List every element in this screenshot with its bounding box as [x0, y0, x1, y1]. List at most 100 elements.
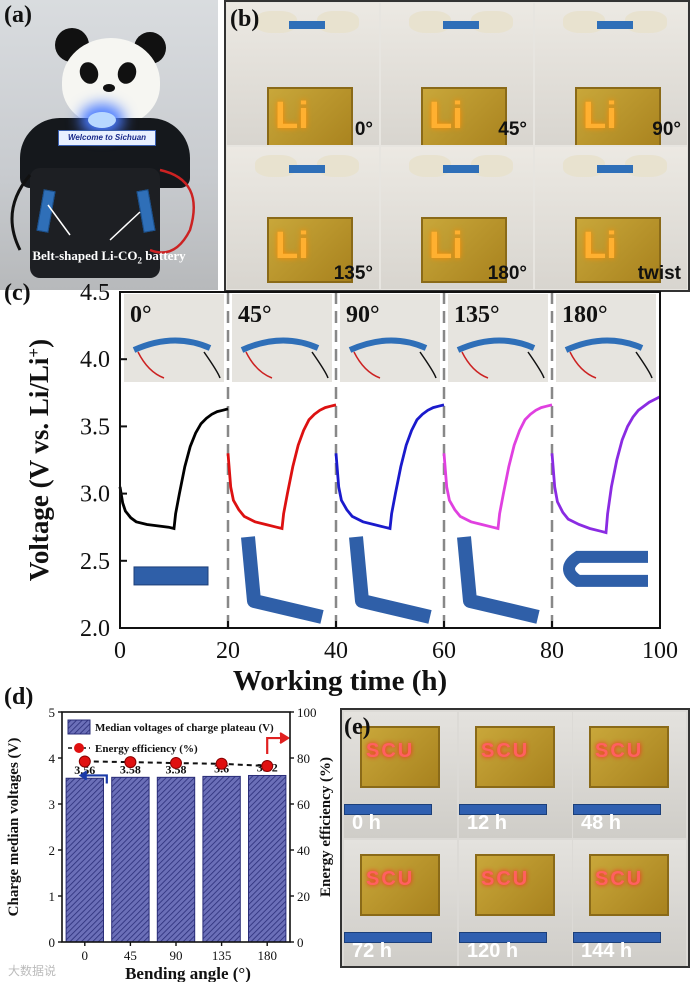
y2-tick-label: 100 — [297, 705, 317, 720]
belt-battery — [289, 165, 325, 173]
x-tick-label: 60 — [432, 638, 456, 664]
circuit-board — [421, 87, 507, 145]
voltage-series-line — [334, 403, 445, 531]
efficiency-point — [215, 757, 228, 770]
efficiency-point — [261, 760, 274, 773]
y-axis-label-tail: ) — [24, 339, 54, 348]
x-tick-label: 0 — [114, 638, 126, 664]
inset-wire — [527, 351, 545, 379]
led-scu-text: SCU — [366, 740, 415, 762]
glove-right — [317, 11, 359, 33]
y-tick-label: 2.5 — [80, 549, 110, 575]
inset-wire — [311, 351, 329, 379]
time-label: 144 h — [581, 940, 633, 962]
angle-label: 180° — [487, 263, 527, 284]
panel-e-photo: SCU 72 h — [344, 840, 457, 966]
time-label: 48 h — [581, 812, 622, 834]
glove-left — [563, 11, 605, 33]
y2-tick-label: 0 — [297, 935, 304, 950]
time-label: 0 h — [352, 812, 381, 834]
led-scu-text: SCU — [595, 740, 644, 762]
circuit-board — [267, 217, 353, 283]
panel-b-photo: Li 0° — [227, 3, 379, 145]
watermark: 大数据说 — [8, 964, 57, 978]
bar — [248, 774, 287, 943]
time-label: 72 h — [352, 940, 393, 962]
panel-e-photo: SCU 144 h — [573, 840, 686, 966]
inset-belt — [240, 337, 320, 353]
voltage-series-line — [118, 407, 229, 531]
panel-b-photo: Li 45° — [381, 3, 533, 145]
voltage-series-line — [442, 403, 553, 531]
inset-wire — [353, 351, 381, 379]
inset-wire — [461, 351, 489, 379]
led-scu-text: SCU — [595, 868, 644, 890]
y-axis-label: Voltage (V vs. Li/Li+) — [24, 339, 55, 581]
belt-battery — [344, 932, 432, 943]
y-axis-label-superscript: + — [24, 348, 43, 358]
x-tick-label: 0 — [82, 948, 89, 963]
inset-belt — [132, 337, 212, 353]
panel-e-photo: SCU 12 h — [459, 712, 572, 838]
glove-left — [255, 155, 297, 177]
y2-tick-label: 20 — [297, 889, 310, 904]
inset-angle-label: 90° — [346, 302, 380, 328]
y-tick-label: 3 — [49, 797, 56, 812]
y-tick-label: 5 — [49, 705, 56, 720]
belt-battery — [573, 804, 661, 815]
circuit-board — [475, 854, 555, 916]
x-tick-label: 80 — [540, 638, 564, 664]
x-tick-label: 45 — [124, 948, 137, 963]
bar — [156, 776, 196, 943]
glove-right — [317, 155, 359, 177]
right-axis-arrow — [266, 736, 286, 755]
belt-battery — [344, 804, 432, 815]
panel-e-photo: SCU 48 h — [573, 712, 686, 838]
time-label: 120 h — [467, 940, 519, 962]
caption-prefix: Belt-shaped Li-CO — [32, 248, 138, 263]
panel-d-label: (d) — [4, 684, 34, 710]
left-axis-arrow — [84, 774, 108, 784]
circuit-board — [267, 87, 353, 145]
bar-value-label: 3.56 — [74, 763, 95, 777]
x-tick-label: 40 — [324, 638, 348, 664]
glove-right — [471, 11, 513, 33]
y-tick-label: 3.5 — [80, 414, 110, 440]
belt-battery — [443, 21, 479, 29]
y2-tick-label: 40 — [297, 843, 310, 858]
led-li-text: Li — [429, 95, 463, 137]
panel-e-photo: SCU 0 h — [344, 712, 457, 838]
angle-label: twist — [637, 263, 681, 284]
chart-c: 0° 45° 90° 135° 180° 0 20 40 60 80 100 2.0 2.5 3.0 3.5… — [24, 280, 679, 697]
inset-angle-label: 45° — [238, 302, 272, 328]
inset-wire — [419, 351, 437, 379]
panel-b-photo: Li 90° — [535, 3, 687, 145]
panda-nose — [103, 84, 115, 92]
inset-angle-label: 0° — [130, 302, 152, 328]
led-glow — [88, 112, 116, 128]
time-label: 12 h — [467, 812, 508, 834]
circuit-board — [421, 217, 507, 283]
circuit-board — [475, 726, 555, 788]
x-tick-label: 135 — [212, 948, 232, 963]
efficiency-point — [170, 757, 182, 770]
panel-e-photo: SCU 120 h — [459, 840, 572, 966]
led-li-text: Li — [275, 95, 309, 137]
panel-a-caption: Belt-shaped Li-CO2 battery — [6, 248, 212, 266]
panel-a-photo: Welcome to Sichuan Belt-shaped Li-CO2 ba… — [0, 0, 218, 290]
circuit-board — [589, 726, 669, 788]
inset-belt — [456, 337, 536, 353]
y2-tick-label: 60 — [297, 797, 310, 812]
y-axis-label-main: Voltage (V vs. Li/Li — [24, 357, 54, 581]
panda-lower-body — [30, 168, 160, 278]
y-tick-label: 3.0 — [80, 482, 110, 508]
welcome-banner: Welcome to Sichuan — [58, 130, 156, 146]
left-axis-arrowhead — [78, 770, 88, 781]
plot-frame — [119, 291, 661, 629]
x-tick-label: 90 — [170, 948, 183, 963]
legend-bar-swatch — [67, 719, 91, 735]
x-axis-label: Working time (h) — [233, 665, 447, 697]
y-tick-label: 2 — [49, 843, 56, 858]
inset-belt — [564, 337, 644, 353]
caption-suffix: battery — [141, 248, 186, 263]
